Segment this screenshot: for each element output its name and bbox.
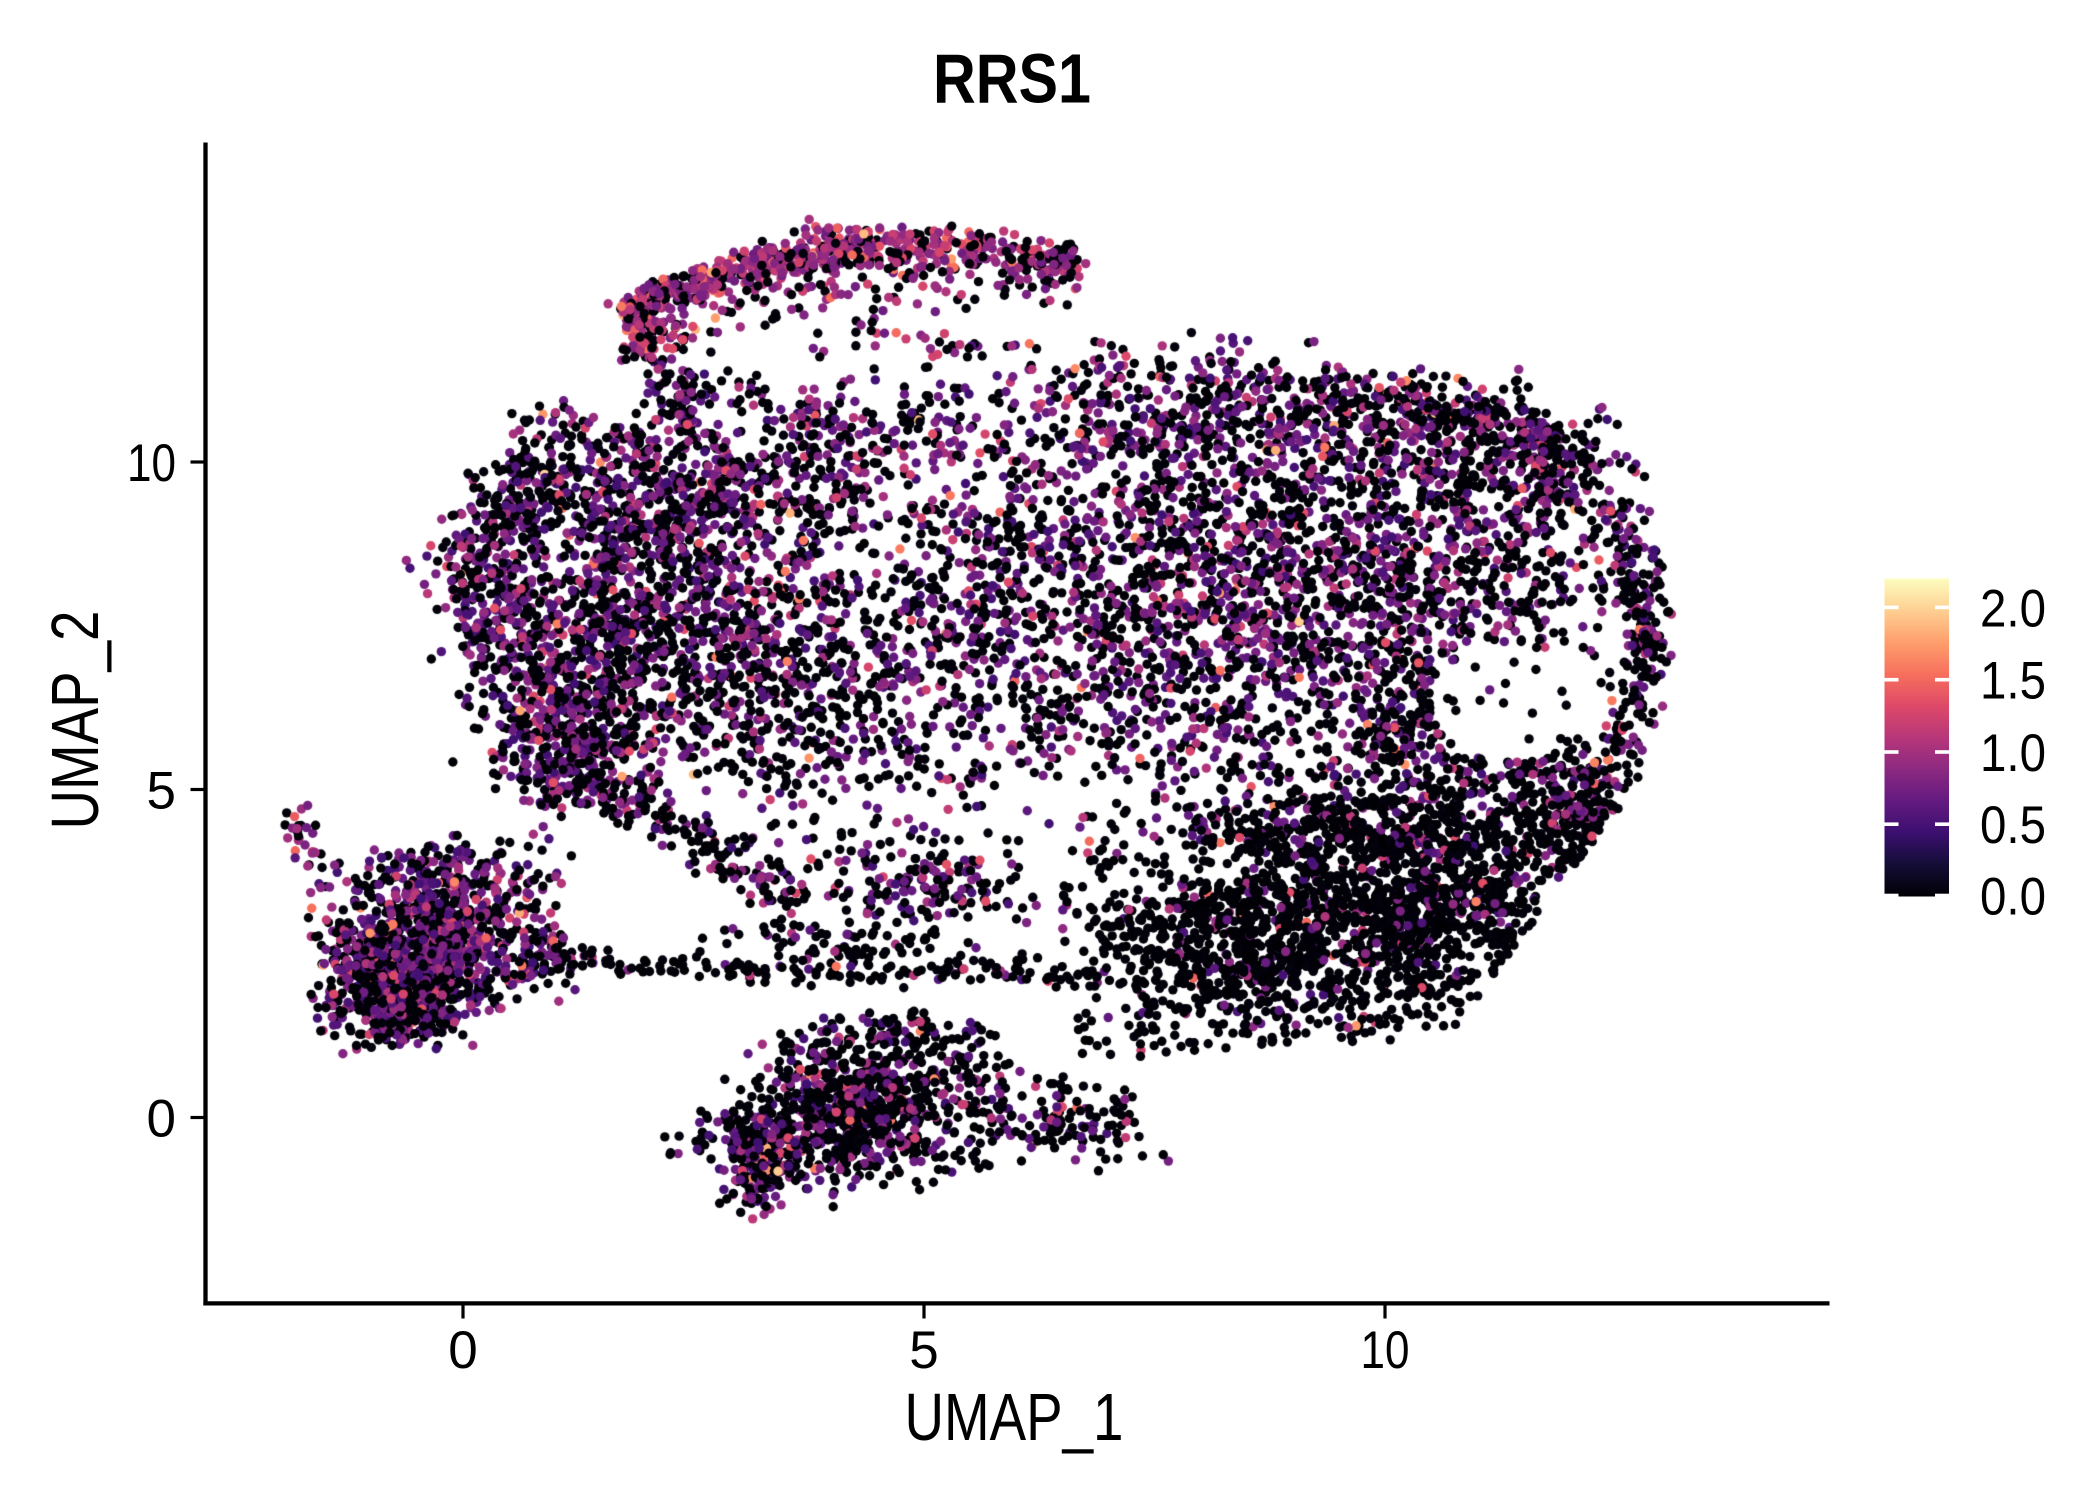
svg-text:10: 10 (127, 434, 176, 493)
svg-text:10: 10 (1361, 1321, 1410, 1380)
svg-text:1.5: 1.5 (1980, 652, 2046, 711)
svg-text:UMAP_2: UMAP_2 (38, 611, 113, 830)
svg-text:0.5: 0.5 (1980, 796, 2046, 855)
svg-text:0: 0 (147, 1090, 176, 1149)
svg-text:UMAP_1: UMAP_1 (905, 1380, 1124, 1455)
svg-text:5: 5 (147, 762, 176, 821)
svg-text:2.0: 2.0 (1980, 579, 2046, 638)
svg-text:5: 5 (909, 1321, 938, 1380)
svg-text:1.0: 1.0 (1980, 724, 2046, 783)
svg-text:0.0: 0.0 (1980, 868, 2046, 927)
svg-text:RRS1: RRS1 (933, 40, 1091, 118)
svg-text:0: 0 (448, 1321, 477, 1380)
